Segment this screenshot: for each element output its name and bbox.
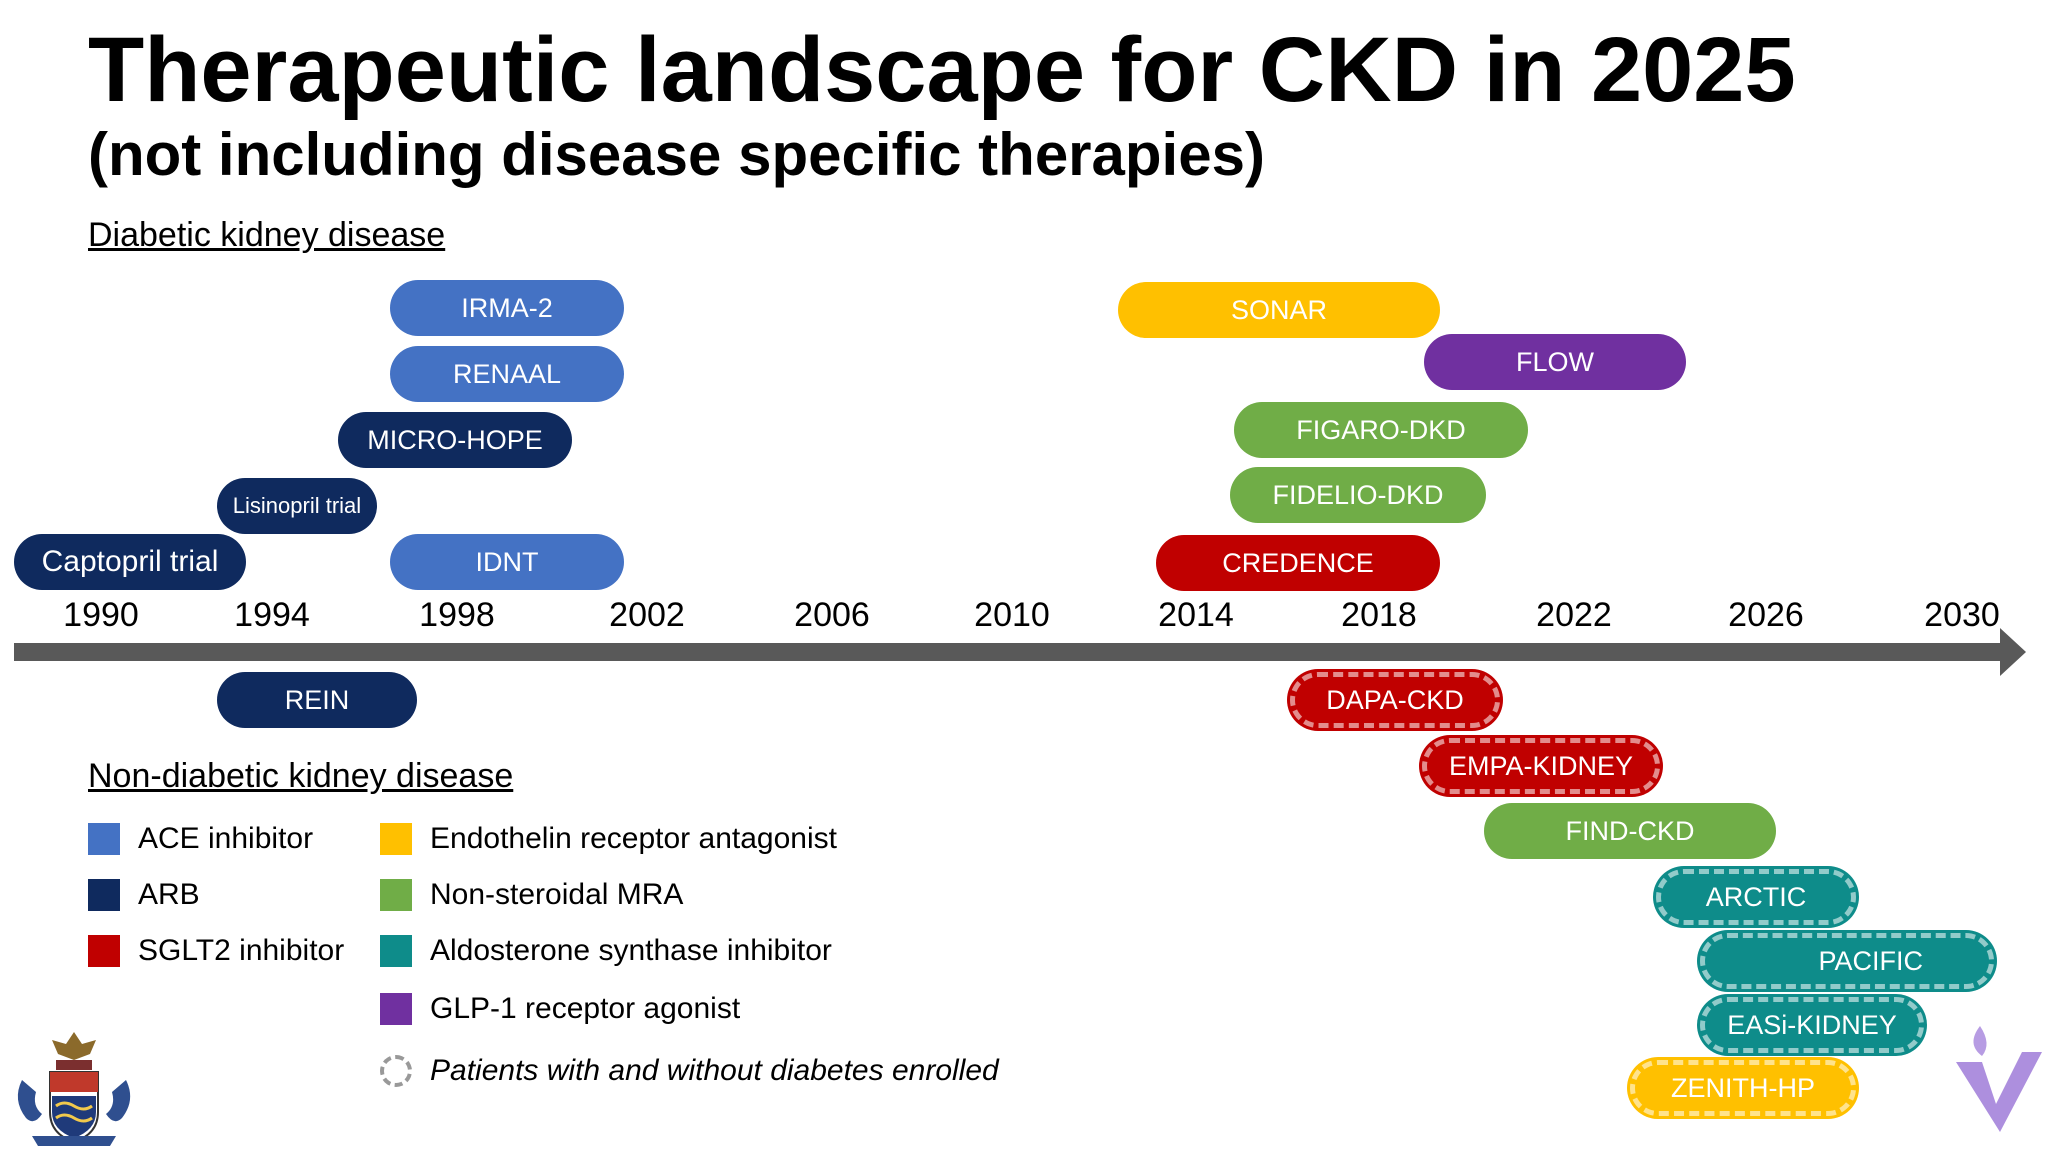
legend-swatch-asi [380,935,412,967]
trial-zenith-hp-label: ZENITH-HP [1671,1072,1815,1103]
legend-swatch-arb [88,879,120,911]
trial-irma2: IRMA-2 [390,280,624,336]
trial-renaal: RENAAL [390,346,624,402]
trial-pacific-label: PACIFIC [1818,945,1923,976]
section-diabetic-heading: Diabetic kidney disease [88,216,446,254]
legend-label-sglt2: SGLT2 inhibitor [138,934,345,967]
legend-label-mra: Non-steroidal MRA [430,878,684,911]
timeline-axis [14,643,2004,661]
legend-label-mixed: Patients with and without diabetes enrol… [430,1054,999,1087]
legend-swatch-era [380,823,412,855]
tick-1998: 1998 [419,596,495,634]
legend-swatch-sglt2 [88,935,120,967]
legend-label-asi: Aldosterone synthase inhibitor [430,934,832,967]
timeline-arrowhead [2000,628,2026,676]
tick-2006: 2006 [794,596,870,634]
trial-micro-hope: MICRO-HOPE [338,412,572,468]
legend-label-arb: ARB [138,878,200,911]
trial-credence: CREDENCE [1156,535,1440,591]
trial-dapa-ckd: DAPA-CKD [1290,672,1500,728]
legend-mra: Non-steroidal MRA [380,878,683,912]
page-subtitle: (not including disease specific therapie… [88,121,1265,188]
tick-2030: 2030 [1924,596,2000,634]
tick-2014: 2014 [1158,596,1234,634]
trial-captopril: Captopril trial [14,534,246,590]
legend-arb: ARB [88,878,200,912]
tick-1990: 1990 [63,596,139,634]
trial-sonar: SONAR [1118,282,1440,338]
legend-swatch-glp1 [380,993,412,1025]
legend-asi: Aldosterone synthase inhibitor [380,934,832,968]
trial-lisinopril: Lisinopril trial [217,478,377,534]
legend-swatch-mra [380,879,412,911]
tick-2010: 2010 [974,596,1050,634]
legend-label-era: Endothelin receptor antagonist [430,822,837,855]
legend-swatch-ace [88,823,120,855]
trial-dapa-ckd-label: DAPA-CKD [1326,684,1464,715]
legend-label-glp1: GLP-1 receptor agonist [430,992,741,1025]
legend-mixed: Patients with and without diabetes enrol… [380,1054,999,1088]
trial-figaro-dkd: FIGARO-DKD [1234,402,1528,458]
trial-empa-kidney: EMPA-KIDNEY [1422,738,1660,794]
coat-of-arms-logo [17,1032,131,1146]
trial-zenith-hp: ZENITH-HP [1630,1060,1856,1116]
legend-swatch-mixed [380,1055,412,1087]
trial-flow: FLOW [1424,334,1686,390]
trial-find-ckd: FIND-CKD [1484,803,1776,859]
trial-pacific: PACIFIC [1700,933,1994,989]
trial-arctic-label: ARCTIC [1705,881,1807,912]
legend-era: Endothelin receptor antagonist [380,822,837,856]
tick-1994: 1994 [234,596,310,634]
tick-2026: 2026 [1728,596,1804,634]
legend-glp1: GLP-1 receptor agonist [380,992,740,1026]
page-title: Therapeutic landscape for CKD in 2025 [88,19,1796,121]
tick-2002: 2002 [609,596,685,634]
legend-ace: ACE inhibitor [88,822,313,856]
trial-easi-kidney-label: EASi-KIDNEY [1727,1009,1897,1040]
trial-easi-kidney: EASi-KIDNEY [1700,997,1924,1053]
trial-idnt: IDNT [390,534,624,590]
trial-fidelio-dkd: FIDELIO-DKD [1230,467,1486,523]
legend-label-ace: ACE inhibitor [138,822,314,855]
purple-chevron-logo [1956,1026,2042,1132]
trial-empa-kidney-label: EMPA-KIDNEY [1448,750,1634,781]
legend-sglt2: SGLT2 inhibitor [88,934,344,968]
trial-rein: REIN [217,672,417,728]
tick-2022: 2022 [1536,596,1612,634]
trial-arctic: ARCTIC [1656,869,1856,925]
section-non-diabetic-heading: Non-diabetic kidney disease [88,757,514,795]
tick-2018: 2018 [1341,596,1417,634]
